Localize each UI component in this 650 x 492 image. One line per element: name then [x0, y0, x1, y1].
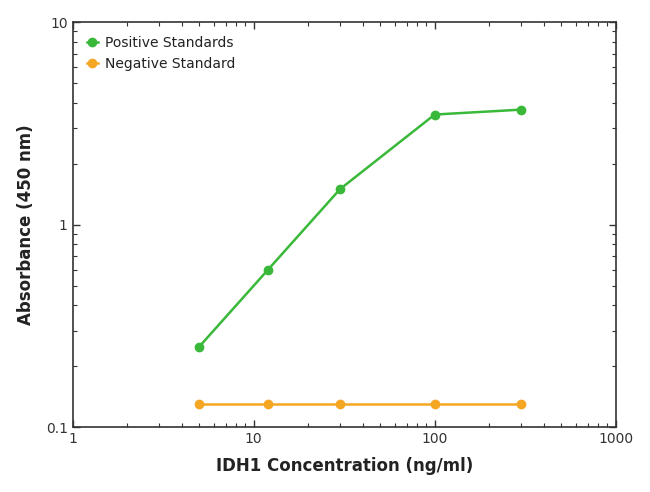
Line: Negative Standard: Negative Standard — [195, 400, 525, 408]
Positive Standards — [431, 112, 439, 118]
Negative Standard — [431, 401, 439, 407]
X-axis label: IDH1 Concentration (ng/ml): IDH1 Concentration (ng/ml) — [216, 458, 473, 475]
Negative Standard — [195, 401, 203, 407]
Legend: Positive Standards, Negative Standard: Positive Standards, Negative Standard — [79, 29, 242, 78]
Positive Standards — [336, 186, 344, 192]
Y-axis label: Absorbance (450 nm): Absorbance (450 nm) — [17, 124, 34, 325]
Positive Standards — [517, 107, 525, 113]
Line: Positive Standards: Positive Standards — [195, 105, 525, 351]
Negative Standard — [336, 401, 344, 407]
Negative Standard — [517, 401, 525, 407]
Negative Standard — [264, 401, 272, 407]
Positive Standards — [195, 344, 203, 350]
Positive Standards — [264, 267, 272, 273]
